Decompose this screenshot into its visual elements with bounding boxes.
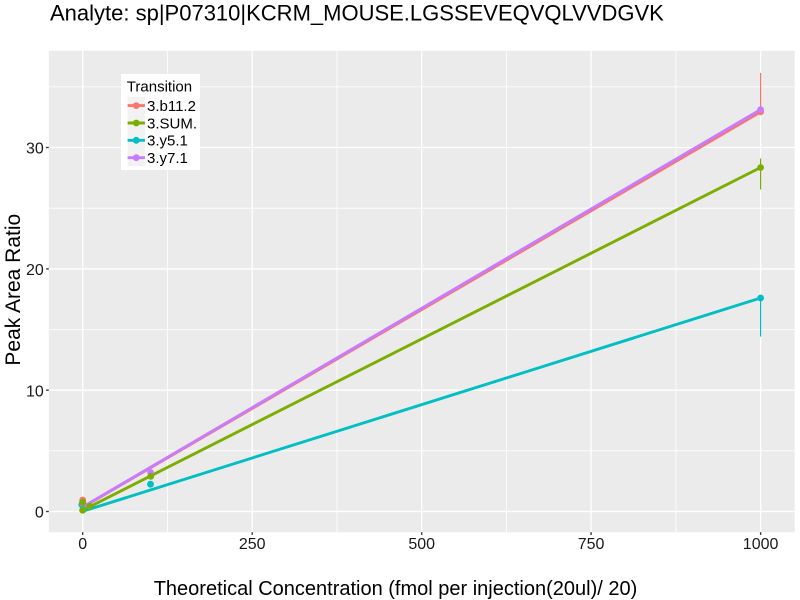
svg-text:0: 0 (35, 505, 44, 522)
svg-text:Transition: Transition (127, 79, 192, 96)
svg-text:10: 10 (26, 383, 44, 400)
svg-text:0: 0 (78, 536, 87, 553)
svg-text:3.y5.1: 3.y5.1 (147, 133, 188, 150)
svg-text:3.y7.1: 3.y7.1 (147, 150, 188, 167)
svg-text:Peak Area Ratio: Peak Area Ratio (2, 214, 25, 366)
svg-text:Theoretical Concentration (fmo: Theoretical Concentration (fmol per inje… (154, 578, 638, 600)
svg-text:500: 500 (408, 536, 435, 553)
svg-text:1000: 1000 (743, 536, 779, 553)
svg-text:750: 750 (578, 536, 605, 553)
svg-text:Analyte: sp|P07310|KCRM_MOUSE.: Analyte: sp|P07310|KCRM_MOUSE.LGSSEVEQVQ… (50, 1, 664, 26)
svg-text:250: 250 (239, 536, 266, 553)
svg-text:3.b11.2: 3.b11.2 (147, 98, 196, 115)
svg-text:30: 30 (26, 141, 44, 158)
svg-text:3.SUM.: 3.SUM. (147, 115, 197, 132)
svg-text:20: 20 (26, 262, 44, 279)
